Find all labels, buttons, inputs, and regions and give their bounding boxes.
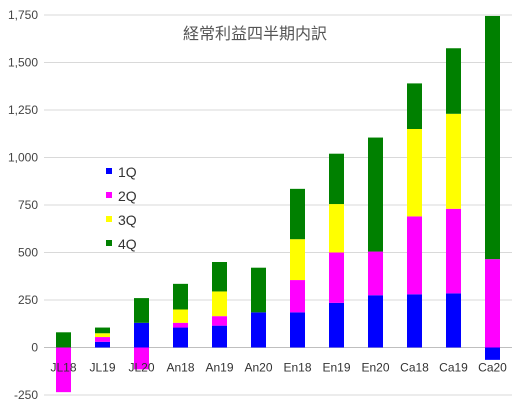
bar-segment <box>290 280 305 313</box>
x-tick-label: JL19 <box>89 361 115 375</box>
bar-segment <box>368 137 383 252</box>
bar-segment <box>95 341 110 348</box>
y-tick-label: 1,750 <box>8 8 38 22</box>
bar-segment <box>212 262 227 292</box>
bar-segment <box>134 347 149 370</box>
y-tick-label: 750 <box>18 198 38 212</box>
bar-segment <box>446 113 461 209</box>
bar-segment <box>485 347 500 360</box>
legend-label: 1Q <box>118 164 137 180</box>
bar-segment <box>95 327 110 334</box>
legend-label: 3Q <box>118 212 137 228</box>
bar-segment <box>485 15 500 260</box>
bar-segment <box>212 325 227 348</box>
bar-segment <box>290 188 305 240</box>
legend-swatch <box>106 168 112 174</box>
bar-segment <box>290 312 305 348</box>
y-tick-label: -250 <box>14 388 38 402</box>
x-tick-label: JL20 <box>128 361 154 375</box>
bar-segment <box>368 251 383 296</box>
legend-label: 2Q <box>118 188 137 204</box>
bar-segment <box>173 322 188 328</box>
bar-segment <box>329 252 344 303</box>
y-tick-label: 500 <box>18 246 38 260</box>
x-tick-label: En19 <box>322 361 350 375</box>
legend-label: 4Q <box>118 236 137 252</box>
x-tick-label: An20 <box>244 361 272 375</box>
chart-title: 経常利益四半期内訳 <box>183 24 327 43</box>
bar-segment <box>134 322 149 348</box>
bar-segment <box>56 347 71 393</box>
bars <box>56 15 500 393</box>
y-tick-label: 0 <box>31 341 38 355</box>
bar-segment <box>368 295 383 348</box>
bar-segment <box>446 208 461 294</box>
bar-segment <box>446 293 461 348</box>
legend-swatch <box>106 216 112 222</box>
bar-segment <box>212 291 227 317</box>
x-tick-label: Ca19 <box>439 361 468 375</box>
bar-segment <box>212 316 227 326</box>
bar-segment <box>173 309 188 323</box>
y-tick-label: 1,500 <box>8 56 38 70</box>
legend-swatch <box>106 240 112 246</box>
x-tick-label: An19 <box>205 361 233 375</box>
bar-segment <box>329 302 344 348</box>
y-tick-label: 1,250 <box>8 103 38 117</box>
bar-segment <box>173 283 188 310</box>
bar-segment <box>407 129 422 217</box>
x-tick-label: JL18 <box>50 361 76 375</box>
bar-segment <box>134 298 149 323</box>
x-tick-label: En18 <box>283 361 311 375</box>
bar-segment <box>407 83 422 129</box>
grid-lines <box>44 14 512 396</box>
bar-segment <box>290 239 305 281</box>
bar-segment <box>407 216 422 295</box>
bar-segment <box>446 48 461 114</box>
bar-segment <box>329 153 344 205</box>
legend: 1Q 2Q 3Q 4Q <box>106 164 137 252</box>
bar-segment <box>329 204 344 253</box>
bar-segment <box>95 333 110 338</box>
bar-segment <box>407 294 422 348</box>
bar-segment <box>251 267 266 313</box>
bar-segment <box>56 332 71 348</box>
x-tick-label: An18 <box>166 361 194 375</box>
x-tick-label: Ca18 <box>400 361 429 375</box>
y-axis: -250 0 250 500 750 1,000 1,250 1,500 1,750 <box>8 8 38 402</box>
x-tick-label: En20 <box>361 361 389 375</box>
bar-segment <box>485 259 500 348</box>
y-tick-label: 1,000 <box>8 151 38 165</box>
x-axis: JL18 JL19 JL20 An18 An19 An20 En18 En19 En20 Ca18… <box>50 361 507 375</box>
x-tick-label: Ca20 <box>478 361 507 375</box>
bar-segment <box>251 312 266 348</box>
bar-segment <box>173 327 188 348</box>
legend-swatch <box>106 192 112 198</box>
y-tick-label: 250 <box>18 293 38 307</box>
bar-segment <box>95 337 110 342</box>
